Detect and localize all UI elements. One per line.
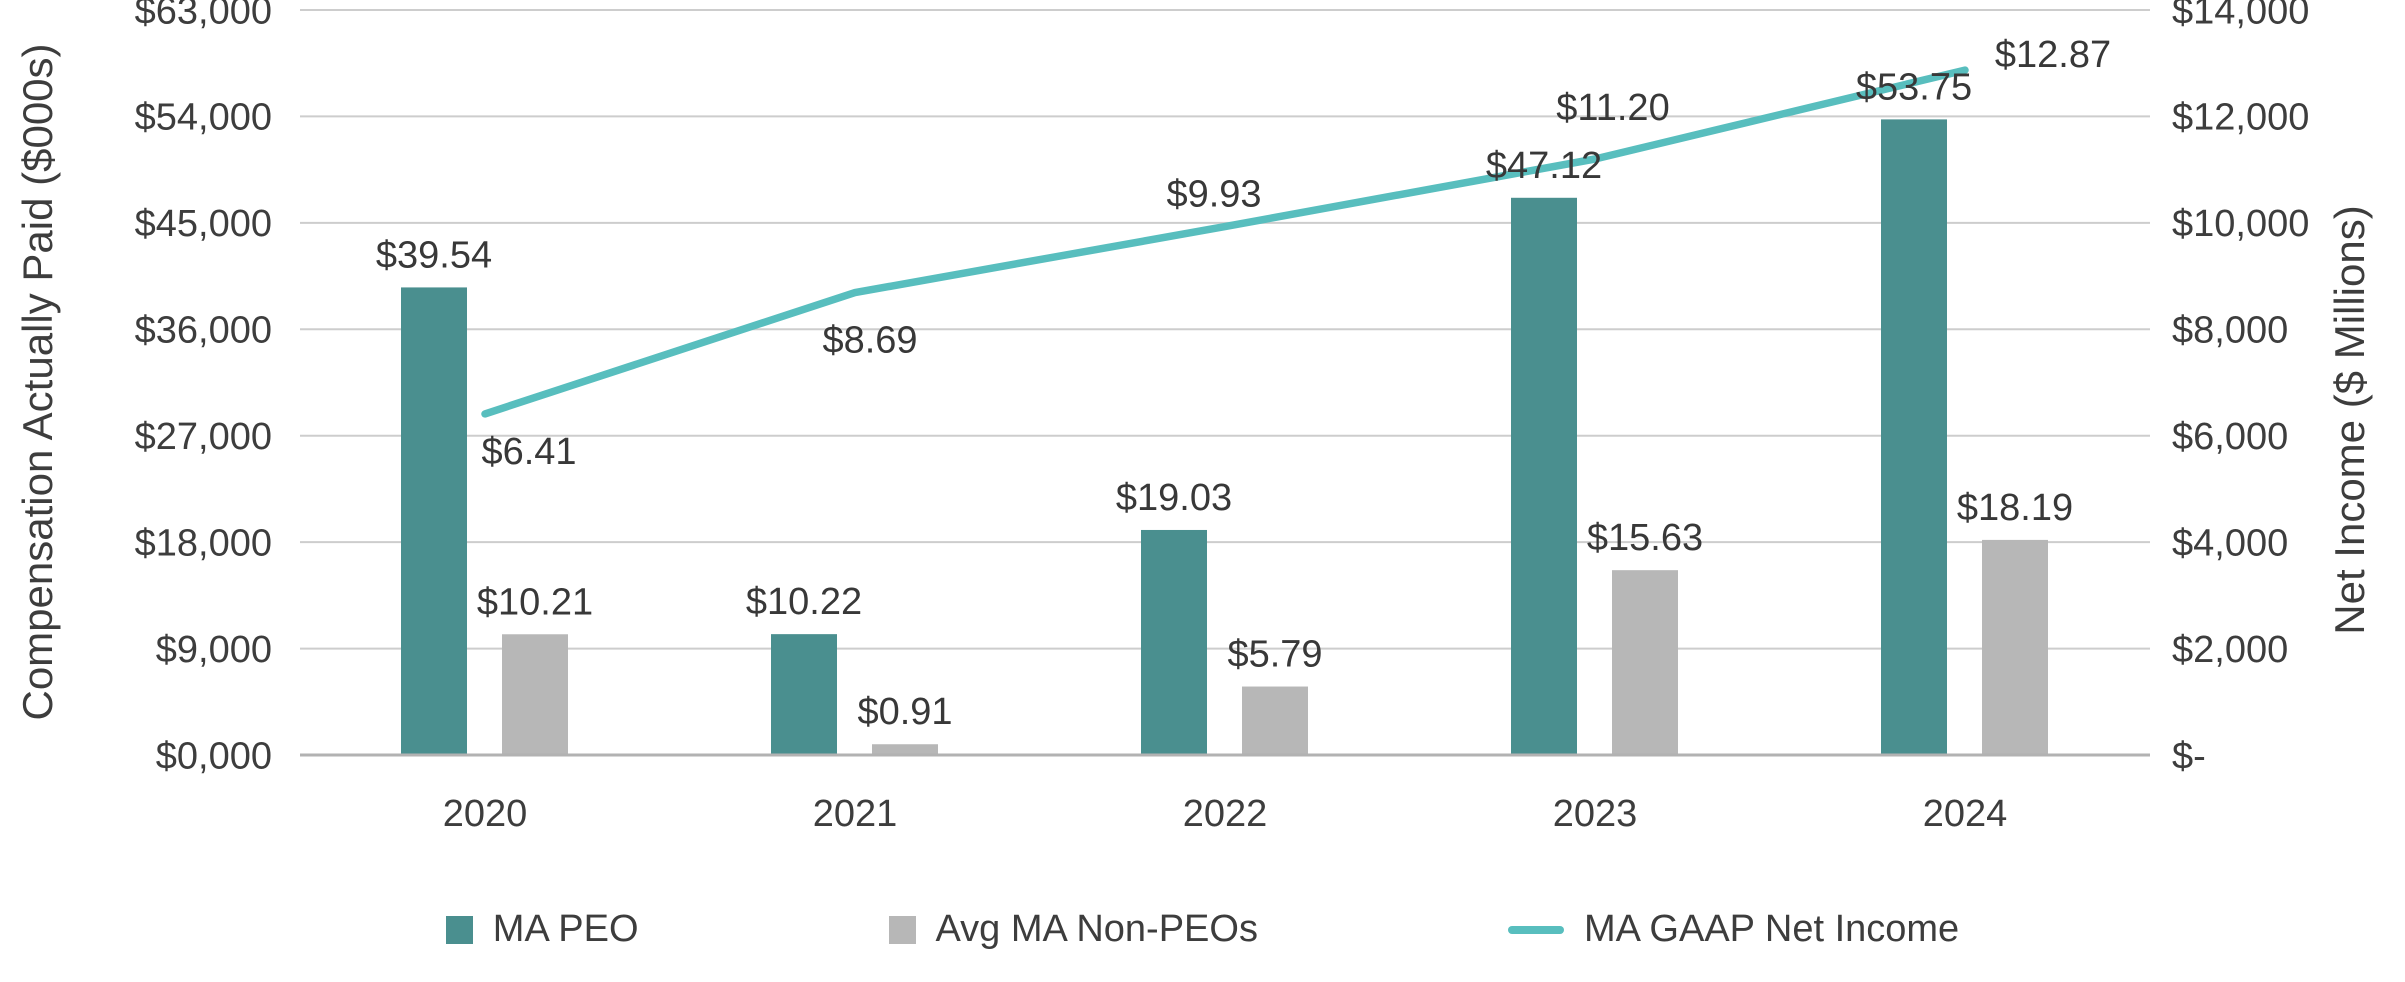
line-value-label: $11.20 [1556, 87, 1669, 129]
left-tick-label: $27,000 [135, 416, 272, 458]
bar-ma-peo-2022 [1141, 529, 1207, 755]
bar-value-label: $10.22 [746, 581, 862, 623]
bar-avg-ma-non-peos-2021 [872, 744, 938, 755]
x-axis-label-2022: 2022 [1183, 793, 1268, 835]
bar-value-label: $5.79 [1227, 634, 1322, 676]
x-axis-labels: 2020 2021 2022 2023 2024 [443, 793, 2008, 835]
bar-value-label: $15.63 [1587, 517, 1703, 559]
legend-item-avg-ma-non-peos: Avg MA Non-PEOs [888, 908, 1258, 951]
bar-value-label: $47.12 [1486, 145, 1602, 187]
right-axis-title: Net Income ($ Millions) [2326, 205, 2373, 634]
x-axis-label-2021: 2021 [813, 793, 898, 835]
right-axis-ticks: $- $2,000 $4,000 $6,000 $8,000 $10,000 $12,000… [2172, 0, 2309, 777]
bar-avg-ma-non-peos-2023 [1612, 570, 1678, 755]
bars [401, 119, 2048, 756]
ma-gaap-net-income-line-swatch-icon [1507, 925, 1564, 934]
line-value-label: $6.41 [481, 431, 576, 473]
bar-value-label: $53.75 [1856, 66, 1972, 108]
legend-item-ma-gaap-net-income: MA GAAP Net Income [1507, 908, 1960, 951]
left-tick-label: $36,000 [135, 310, 272, 352]
data-labels: $39.54 $10.22 $19.03 $47.12 $53.75 $10.21 $0.9… [376, 34, 2111, 733]
x-axis-label-2023: 2023 [1553, 793, 1638, 835]
bar-ma-peo-2021 [771, 634, 837, 755]
line-value-label: $12.87 [1995, 34, 2111, 76]
bar-value-label: $0.91 [857, 691, 952, 733]
net-income-polyline [481, 66, 1969, 418]
bar-value-label: $19.03 [1116, 477, 1232, 519]
line-value-label: $8.69 [822, 320, 917, 362]
bar-value-label: $39.54 [376, 234, 492, 276]
legend-item-ma-peo: MA PEO [445, 908, 639, 951]
right-tick-label: $4,000 [2172, 522, 2288, 564]
right-tick-label: $- [2172, 735, 2206, 777]
right-tick-label: $8,000 [2172, 310, 2288, 352]
avg-ma-non-peos-swatch-icon [888, 915, 916, 944]
left-tick-label: $54,000 [135, 97, 272, 139]
left-tick-label: $0,000 [156, 735, 272, 777]
bar-avg-ma-non-peos-2024 [1982, 539, 2048, 755]
legend: MA PEO Avg MA Non-PEOs MA GAAP Net Incom… [0, 908, 2405, 951]
bar-avg-ma-non-peos-2020 [502, 634, 568, 755]
bar-value-label: $10.21 [477, 581, 593, 623]
left-axis-title: Compensation Actually Paid ($000s) [14, 43, 61, 720]
bar-ma-peo-2023 [1511, 197, 1577, 756]
left-tick-label: $45,000 [135, 203, 272, 245]
legend-label: Avg MA Non-PEOs [935, 908, 1258, 950]
x-axis-label-2020: 2020 [443, 793, 528, 835]
left-tick-label: $18,000 [135, 522, 272, 564]
left-axis-ticks: $0,000 $9,000 $18,000 $27,000 $36,000 $45,000… [135, 0, 272, 777]
bar-ma-peo-2024 [1881, 119, 1947, 756]
legend-label: MA PEO [492, 908, 639, 950]
line-value-label: $9.93 [1166, 174, 1261, 216]
left-tick-label: $63,000 [135, 0, 272, 32]
bar-value-label: $18.19 [1957, 487, 2073, 529]
ma-peo-swatch-icon [445, 915, 473, 944]
x-axis-label-2024: 2024 [1923, 793, 2008, 835]
right-tick-label: $12,000 [2172, 97, 2309, 139]
legend-label: MA GAAP Net Income [1583, 908, 1960, 950]
right-tick-label: $10,000 [2172, 203, 2309, 245]
left-tick-label: $9,000 [156, 629, 272, 671]
bar-ma-peo-2020 [401, 287, 467, 755]
bar-avg-ma-non-peos-2022 [1242, 686, 1308, 755]
right-tick-label: $6,000 [2172, 416, 2288, 458]
right-tick-label: $14,000 [2172, 0, 2309, 32]
net-income-line [481, 66, 1969, 418]
right-tick-label: $2,000 [2172, 629, 2288, 671]
